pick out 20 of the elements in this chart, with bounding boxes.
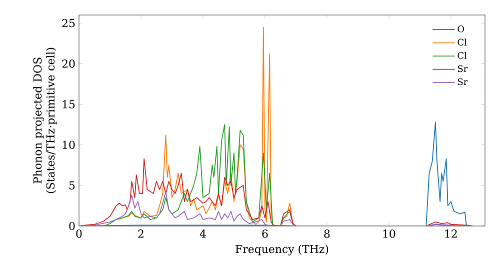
legend-label: Cl: [458, 52, 467, 59]
legend-label: Sr: [458, 65, 468, 72]
x-axis-title: Frequency (THz): [236, 244, 328, 256]
legend-label: Cl: [458, 38, 467, 46]
x-tick-label: 12: [445, 230, 457, 238]
y-tick-label: 5: [69, 181, 75, 190]
legend-label: Sr: [458, 78, 468, 86]
x-tick-label: 6: [262, 230, 268, 238]
y-tick-label: 20: [62, 60, 75, 68]
x-tick-label: 8: [324, 230, 330, 238]
x-tick-label: 4: [200, 230, 206, 238]
y-tick-label: 25: [62, 18, 75, 28]
y-tick-label: 10: [62, 140, 75, 149]
y-tick-label: 15: [62, 100, 75, 108]
y-tick-label: 0: [69, 222, 75, 230]
x-tick-label: 10: [383, 230, 396, 238]
x-tick-label: 0: [76, 230, 82, 238]
y-axis-title: Phonon projected DOS (States/THz·primitive cell): [33, 48, 57, 194]
legend-label: O: [458, 26, 464, 32]
x-tick-label: 2: [138, 230, 144, 238]
